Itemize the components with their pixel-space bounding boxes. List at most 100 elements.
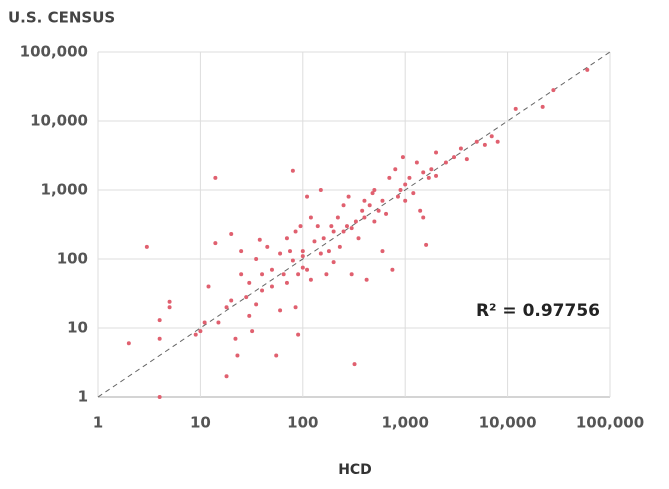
point [216,320,221,325]
point [308,215,313,220]
point [247,280,252,285]
point [395,194,400,199]
point [254,302,259,307]
x-axis-label: HCD [338,462,372,478]
point [335,215,340,220]
point [360,208,365,213]
point [157,395,162,399]
x-tick-label: 100 [287,414,318,432]
point [300,254,305,259]
point [167,299,172,304]
point [353,219,358,224]
point [229,232,234,237]
y-tick-label: 100,000 [20,43,88,61]
point [202,320,207,325]
point [352,362,357,367]
point [293,305,298,310]
point [296,332,301,337]
point [551,88,556,93]
point [278,308,283,313]
point [198,329,203,334]
point [398,188,403,192]
point [400,155,405,160]
point [495,139,500,144]
x-tick-label: 10 [190,414,211,432]
x-tick-label: 100,000 [576,414,644,432]
point [293,229,298,234]
point [274,353,279,358]
point [284,280,289,285]
point [344,224,349,229]
reference-line [97,51,611,398]
point [329,224,334,229]
point [315,224,320,229]
point [349,226,354,231]
point [380,198,385,203]
point [235,353,240,358]
point [305,194,310,199]
point [239,272,244,277]
point [349,272,354,277]
point [318,251,323,256]
point [167,305,172,310]
point [157,336,162,341]
point [424,242,429,247]
point [213,241,218,246]
point [193,332,198,337]
point [318,188,323,192]
point [362,198,367,203]
point [434,173,439,178]
point [269,284,274,289]
point [341,229,346,234]
chart-title: U.S. CENSUS [8,9,115,27]
point [213,175,218,180]
point [281,272,286,277]
point [387,175,392,180]
point [426,175,431,180]
point [434,150,439,155]
point [265,244,270,249]
point [464,157,469,162]
point [411,191,416,196]
point [296,272,301,277]
point [540,104,545,109]
point [290,258,295,263]
point [298,224,303,229]
point [403,182,408,187]
point [308,277,313,282]
point [312,239,317,244]
x-tick-label: 1,000 [381,414,428,432]
point [390,267,395,272]
point [300,249,305,254]
point [224,305,229,310]
point [321,236,326,241]
annotation: R² = 0.97756 [476,301,600,321]
point [326,249,331,254]
point [407,175,412,180]
point [421,170,426,175]
point [284,236,289,241]
point [489,134,494,139]
point [380,249,385,254]
point [372,219,377,224]
x-tick-label: 10,000 [479,414,537,432]
x-tick-label: 1 [93,414,103,432]
point [247,313,252,318]
y-tick-label: 100 [57,250,88,268]
y-tick-label: 10 [67,319,88,337]
point [260,272,265,277]
point [452,155,457,160]
point [206,284,211,289]
point [367,203,372,208]
point [421,215,426,220]
point [250,329,255,334]
y-tick-label: 1,000 [41,181,88,199]
point [370,191,375,196]
point [372,188,377,192]
point [458,146,463,151]
point [278,251,283,256]
point [331,260,336,265]
point [290,168,295,173]
y-tick-label: 1 [78,388,88,406]
